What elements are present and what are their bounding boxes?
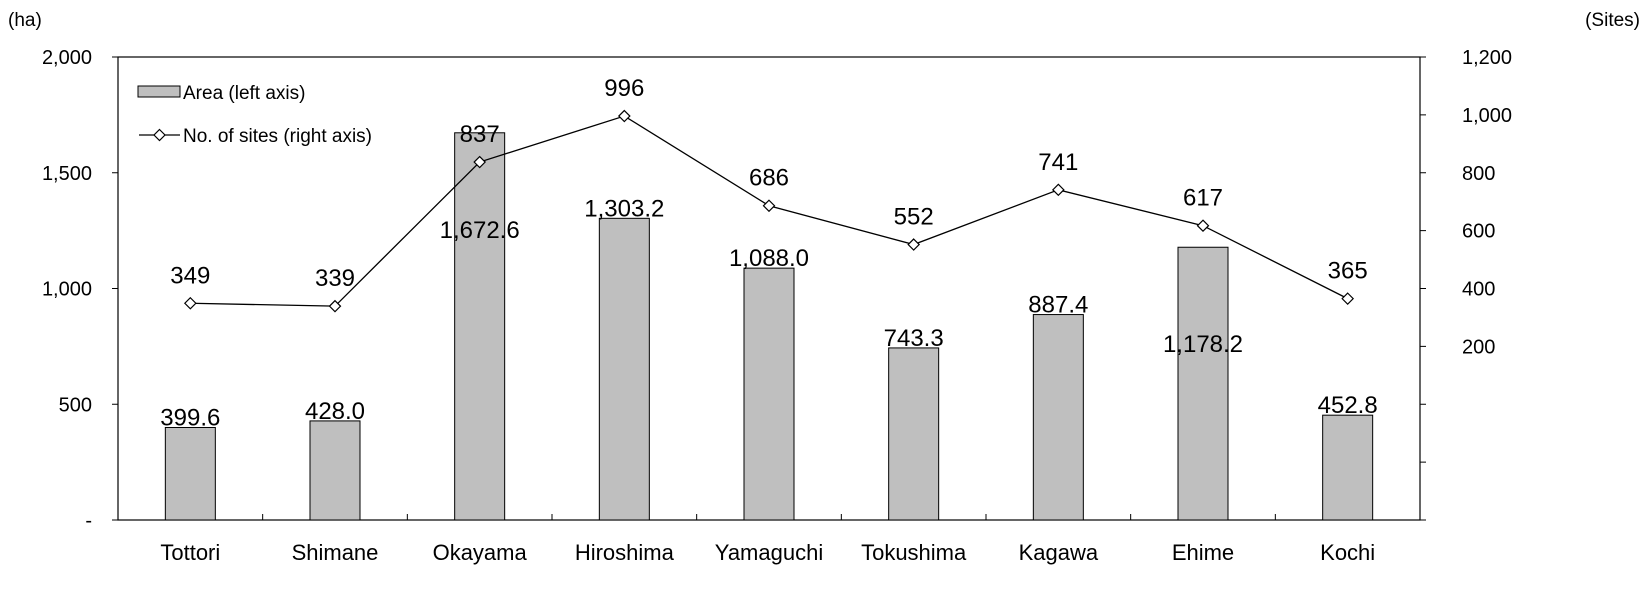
bar-value-label: 887.4 — [1028, 292, 1088, 319]
line-point-sites — [1196, 219, 1210, 233]
legend-marker-diamond — [153, 128, 166, 142]
bar-area — [1032, 314, 1084, 521]
right-axis-tick-label: 600 — [1462, 221, 1495, 243]
bar-value-label: 743.3 — [884, 325, 944, 352]
line-value-label: 686 — [749, 165, 789, 192]
legend: Area (left axis) No. of sites (right axi… — [137, 83, 372, 147]
right-axis-tick-label: 1,200 — [1462, 47, 1512, 69]
x-axis: Tottori Shimane Okayama Hiroshima Yamaguchi T… — [117, 514, 1421, 565]
bar-area — [164, 426, 216, 521]
left-axis-tick-label: 1,500 — [42, 163, 92, 185]
bar-value-label: 428.0 — [305, 398, 365, 425]
bar-area — [309, 420, 361, 521]
bar-value-label: 399.6 — [160, 404, 220, 431]
line-series — [183, 109, 1355, 313]
right-axis-tick-label: 400 — [1462, 279, 1495, 301]
line-point-sites — [762, 199, 776, 213]
x-axis-category-label: Kagawa — [1019, 540, 1099, 565]
right-axis-tick-label: 1,000 — [1462, 105, 1512, 127]
left-axis-tick-label: 1,000 — [42, 279, 92, 301]
bar-value-label: 452.8 — [1318, 392, 1378, 419]
legend-label-area: Area (left axis) — [183, 83, 305, 104]
left-axis-tick-label: 500 — [59, 394, 92, 416]
bar-area — [598, 217, 650, 521]
line-point-sites — [907, 238, 921, 251]
line-point-sites — [617, 109, 631, 123]
line-value-label: 996 — [604, 75, 644, 102]
bar-area — [1177, 246, 1229, 521]
line-value-label: 339 — [315, 265, 355, 292]
x-axis-category-label: Yamaguchi — [715, 540, 823, 565]
data-labels: 399.6 428.0 1,672.6 1,303.2 1,088.0 743.3 887.… — [160, 75, 1377, 431]
right-axis-tick-label: 200 — [1462, 336, 1495, 358]
line-value-label: 552 — [894, 204, 934, 231]
bar-value-label: 1,672.6 — [440, 217, 520, 244]
left-axis: - 500 1,000 1,500 2,000 — [42, 47, 118, 532]
x-axis-category-label: Tottori — [160, 540, 220, 565]
line-value-label: 349 — [170, 262, 210, 289]
right-axis-unit: (Sites) — [1585, 10, 1640, 31]
bar-area — [888, 347, 940, 521]
x-axis-category-label: Hiroshima — [575, 540, 675, 565]
line-point-sites — [1341, 292, 1355, 305]
bar-value-label: 1,303.2 — [584, 195, 664, 222]
line-value-label: 741 — [1038, 149, 1078, 176]
bar-value-label: 1,088.0 — [729, 245, 809, 272]
legend-label-sites: No. of sites (right axis) — [183, 126, 372, 147]
line-point-sites — [473, 155, 487, 169]
bar-series — [164, 132, 1374, 521]
x-axis-category-label: Shimane — [292, 540, 379, 565]
line-point-sites — [328, 299, 342, 313]
right-axis: 200 400 600 800 1,000 1,200 — [1420, 47, 1512, 521]
bar-area — [743, 267, 795, 521]
line-point-sites — [183, 296, 197, 310]
bar-area — [1322, 414, 1374, 521]
line-value-label: 837 — [460, 121, 500, 148]
line-value-label: 365 — [1328, 258, 1368, 285]
right-axis-tick-label: 800 — [1462, 163, 1495, 185]
bar-value-label: 1,178.2 — [1163, 331, 1243, 358]
line-value-label: 617 — [1183, 185, 1223, 212]
x-axis-category-label: Ehime — [1172, 540, 1234, 565]
x-axis-category-label: Okayama — [433, 540, 528, 565]
x-axis-category-label: Kochi — [1320, 540, 1375, 565]
left-axis-unit: (ha) — [8, 10, 42, 31]
legend-swatch-area — [137, 85, 181, 98]
bar-area — [454, 132, 506, 521]
left-axis-tick-label: 2,000 — [42, 47, 92, 69]
line-point-sites — [1051, 183, 1065, 197]
left-axis-tick-label: - — [85, 510, 92, 532]
x-axis-category-label: Tokushima — [861, 540, 967, 565]
